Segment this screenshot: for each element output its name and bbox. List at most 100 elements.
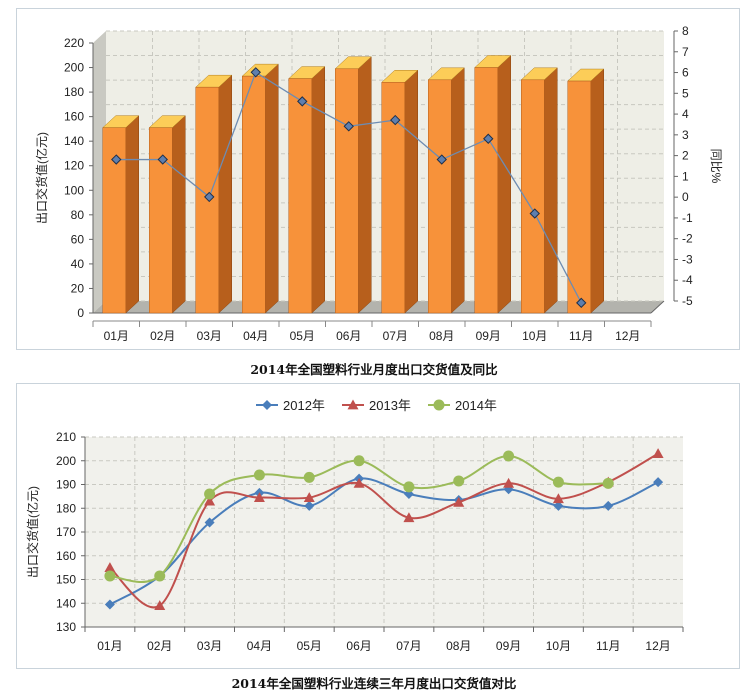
chart1-x-tick-label: 07月 <box>383 329 408 343</box>
chart2-x-tick-label: 11月 <box>596 639 620 653</box>
chart1-yoy-marker <box>529 208 540 219</box>
chart1-y-tick-label: 120 <box>64 159 84 173</box>
chart1-y2-tick-label: -4 <box>682 273 693 287</box>
chart1-x-tick-label: 04月 <box>243 329 268 343</box>
chart2-series-marker-2012年 <box>304 500 315 511</box>
chart2-legend-label: 2012年 <box>283 398 325 413</box>
chart2-y-tick-label: 160 <box>56 549 76 563</box>
chart2-x-tick-label: 04月 <box>247 639 272 653</box>
chart2-series-marker-2013年 <box>652 448 664 459</box>
chart1-y-axis-title: 出口交货值(亿元) <box>34 132 49 224</box>
chart2-x-tick-label: 09月 <box>496 639 521 653</box>
chart1-y2-tick-label: 3 <box>682 128 689 142</box>
chart1-bar <box>242 75 266 314</box>
chart2-legend-swatch-marker <box>262 400 272 410</box>
chart2-series-marker-2014年 <box>154 570 166 582</box>
chart1-bar-side <box>172 115 186 314</box>
chart1-y2-tick-label: -2 <box>682 232 693 246</box>
chart2-series-marker-2014年 <box>403 481 415 493</box>
chart1-x-axis-depth <box>650 300 665 314</box>
chart2-series-marker-2014年 <box>602 477 614 489</box>
chart1-bar-side <box>265 63 279 314</box>
chart2-legend-swatch-marker <box>433 399 445 411</box>
chart2-x-tick-label: 05月 <box>297 639 322 653</box>
chart2-legend-label: 2013年 <box>369 398 411 413</box>
chart1-y-tick-label: 140 <box>64 134 84 148</box>
chart2-series-marker-2013年 <box>403 512 415 523</box>
chart1-bar <box>335 68 359 314</box>
chart1-y2-tick-label: -3 <box>682 252 693 266</box>
chart1-y-tick-label: 60 <box>71 232 85 246</box>
chart1-bar-side <box>544 67 558 314</box>
chart1-yoy-marker <box>576 297 587 309</box>
chart2-legend-label: 2014年 <box>455 398 497 413</box>
chart2-series-marker-2014年 <box>353 455 365 467</box>
chart1-y2-tick-label: 7 <box>682 45 689 59</box>
chart1-y-tick-label: 20 <box>71 281 85 295</box>
chart1-y2-tick-label: 4 <box>682 107 689 121</box>
chart2-series-marker-2013年 <box>104 562 116 573</box>
chart1-y-tick-label: 200 <box>64 61 84 75</box>
chart1-y2-tick-label: -1 <box>682 211 693 225</box>
chart2-series-marker-2012年 <box>653 477 664 488</box>
chart1-bar-side <box>451 67 465 314</box>
chart2-series-marker-2012年 <box>204 517 215 528</box>
chart2-y-tick-label: 170 <box>56 525 76 539</box>
chart1-x-tick-label: 05月 <box>290 329 315 343</box>
chart1-y2-tick-label: 8 <box>682 24 689 38</box>
chart2-x-tick-label: 07月 <box>396 639 421 653</box>
chart2-x-tick-label: 02月 <box>147 639 172 653</box>
chart2-series-marker-2014年 <box>303 471 315 483</box>
chart1-bar <box>381 82 405 314</box>
chart1-yoy-marker <box>297 96 308 107</box>
chart2-y-tick-label: 130 <box>56 620 76 634</box>
chart1-x-tick-label: 09月 <box>476 329 501 343</box>
chart2-x-tick-label: 10月 <box>546 639 571 653</box>
chart1-yoy-marker <box>390 114 401 126</box>
chart2-y-tick-label: 190 <box>56 478 76 492</box>
chart1-y-tick-label: 0 <box>77 306 84 320</box>
chart1-title: 2014年全国塑料行业月度出口交货值及同比 <box>250 362 498 377</box>
chart2-x-tick-label: 01月 <box>97 639 122 653</box>
chart2-series-marker-2014年 <box>204 488 216 500</box>
chart1-y-tick-label: 100 <box>64 183 84 197</box>
chart2-series-marker-2012年 <box>603 500 614 511</box>
chart1-y2-tick-label: 2 <box>682 149 689 163</box>
chart2-series-marker-2013年 <box>154 600 166 611</box>
chart1-bar <box>288 78 312 314</box>
chart1-yoy-marker <box>204 191 215 203</box>
chart2-series-marker-2012年 <box>553 500 564 511</box>
chart1-bar-side <box>311 66 325 314</box>
chart1-x-tick-label: 12月 <box>615 329 640 343</box>
chart1-yoy-marker <box>436 154 447 165</box>
chart1-bar <box>521 79 545 314</box>
chart2-y-tick-label: 150 <box>56 573 76 587</box>
chart1-bar <box>102 127 126 314</box>
chart1-x-tick-label: 08月 <box>429 329 454 343</box>
chart1-yoy-marker <box>157 154 168 165</box>
chart1-bar-side <box>218 74 232 314</box>
chart1-bar-side <box>497 54 511 314</box>
chart2-series-marker-2013年 <box>503 477 515 488</box>
chart2-series-marker-2013年 <box>253 492 265 502</box>
chart2-y-tick-label: 180 <box>56 501 76 515</box>
chart2-y-tick-label: 200 <box>56 454 76 468</box>
chart1-x-tick-label: 02月 <box>150 329 175 343</box>
chart1-yoy-marker <box>250 67 261 78</box>
chart1-bar <box>149 127 173 314</box>
chart2-x-tick-label: 03月 <box>197 639 222 653</box>
chart2-series-marker-2013年 <box>204 495 216 506</box>
chart2-series-marker-2012年 <box>104 599 115 610</box>
chart1-yoy-marker <box>483 133 494 144</box>
chart2-series-marker-2013年 <box>303 492 315 502</box>
chart1-y2-axis-title: 同比% <box>709 149 723 184</box>
chart2-x-tick-label: 08月 <box>446 639 471 653</box>
chart1-y2-tick-label: 0 <box>682 190 689 204</box>
chart1-yoy-marker <box>111 154 122 165</box>
chart2-y-tick-label: 210 <box>56 430 76 444</box>
chart1-x-tick-label: 11月 <box>569 329 593 343</box>
chart1-bar <box>567 80 591 314</box>
chart2-series-marker-2014年 <box>453 475 465 487</box>
chart1-y2-tick-label: -5 <box>682 294 693 308</box>
